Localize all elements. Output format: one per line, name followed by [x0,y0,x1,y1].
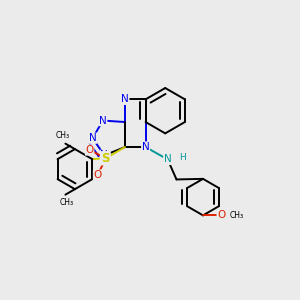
Text: O: O [94,170,102,180]
Text: N: N [142,142,149,152]
Text: O: O [85,145,94,155]
Text: N: N [164,154,172,164]
Text: S: S [102,152,110,165]
Text: N: N [89,133,97,143]
Text: H: H [179,153,186,162]
Text: N: N [121,94,129,104]
Text: CH₃: CH₃ [56,131,70,140]
Text: N: N [99,116,107,126]
Text: N: N [100,150,108,160]
Text: CH₃: CH₃ [230,211,244,220]
Text: CH₃: CH₃ [60,198,74,207]
Text: O: O [217,210,225,220]
